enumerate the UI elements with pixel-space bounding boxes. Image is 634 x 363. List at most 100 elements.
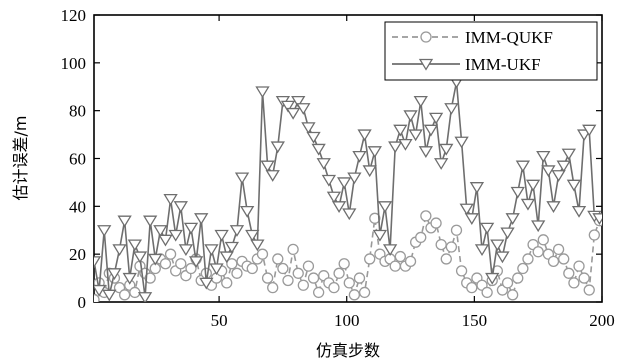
- data-point-imm-qukf: [343, 277, 355, 289]
- data-point-imm-ukf: [388, 141, 403, 154]
- data-point-imm-ukf: [153, 225, 168, 237]
- data-point-imm-ukf: [546, 201, 561, 213]
- data-point-imm-ukf: [342, 208, 357, 221]
- data-point-imm-ukf: [459, 203, 474, 216]
- data-point-imm-qukf: [430, 217, 442, 229]
- data-point-imm-qukf: [118, 289, 131, 301]
- x-tick-label: 200: [589, 311, 615, 330]
- data-point-imm-ukf: [122, 272, 137, 285]
- data-point-imm-ukf: [204, 244, 219, 257]
- data-point-imm-ukf: [326, 191, 342, 204]
- data-point-imm-qukf: [573, 260, 585, 272]
- data-point-imm-ukf: [418, 146, 434, 158]
- y-tick-label: 100: [61, 54, 87, 73]
- data-point-imm-qukf: [420, 210, 432, 222]
- x-tick-label: 150: [462, 311, 488, 330]
- data-point-imm-ukf: [209, 263, 224, 276]
- data-point-imm-qukf: [307, 272, 320, 284]
- data-point-imm-qukf: [389, 260, 401, 272]
- data-point-imm-qukf: [532, 246, 544, 258]
- data-point-imm-ukf: [525, 179, 541, 192]
- data-point-imm-ukf: [301, 122, 316, 135]
- data-point-imm-ukf: [582, 124, 597, 137]
- data-point-imm-ukf: [158, 234, 173, 247]
- data-point-imm-ukf: [163, 194, 178, 206]
- data-point-imm-qukf: [94, 293, 100, 302]
- data-point-imm-ukf: [331, 201, 347, 213]
- data-point-imm-qukf: [583, 284, 595, 296]
- data-point-imm-ukf: [229, 225, 245, 237]
- data-point-imm-ukf: [485, 272, 500, 285]
- data-point-imm-ukf: [112, 244, 127, 257]
- data-point-imm-ukf: [188, 256, 204, 268]
- data-point-imm-ukf: [444, 103, 459, 115]
- data-point-imm-ukf: [372, 229, 388, 242]
- data-point-imm-ukf: [439, 143, 454, 156]
- data-point-imm-ukf: [270, 141, 285, 154]
- data-point-imm-qukf: [563, 267, 575, 279]
- data-point-imm-qukf: [440, 253, 452, 265]
- data-point-imm-ukf: [505, 213, 520, 225]
- data-point-imm-ukf: [536, 150, 551, 163]
- data-point-imm-ukf: [561, 148, 576, 161]
- data-point-imm-ukf: [280, 100, 296, 113]
- data-point-imm-qukf: [455, 265, 468, 277]
- data-point-imm-qukf: [512, 272, 524, 284]
- data-point-imm-ukf: [245, 229, 260, 242]
- data-point-imm-ukf: [398, 138, 413, 151]
- data-point-imm-ukf: [479, 222, 495, 235]
- data-point-imm-ukf: [403, 110, 418, 123]
- data-point-imm-ukf: [337, 177, 352, 190]
- legend-box: [384, 21, 598, 81]
- data-point-imm-ukf: [224, 241, 240, 254]
- data-point-imm-qukf: [144, 272, 156, 284]
- data-point-imm-ukf: [107, 268, 122, 280]
- data-point-imm-ukf: [214, 229, 229, 242]
- data-point-imm-qukf: [246, 262, 258, 275]
- data-point-imm-ukf: [413, 95, 428, 108]
- data-point-imm-qukf: [333, 267, 345, 279]
- data-point-imm-ukf: [148, 253, 163, 266]
- data-point-imm-ukf: [500, 227, 515, 240]
- legend-label-imm-ukf: IMM-UKF: [465, 55, 541, 74]
- data-point-imm-qukf: [159, 258, 172, 270]
- data-point-imm-ukf: [321, 174, 337, 187]
- data-point-imm-qukf: [547, 255, 560, 267]
- y-tick-label: 0: [78, 293, 87, 312]
- data-point-imm-qukf: [369, 212, 381, 224]
- data-point-imm-qukf: [537, 234, 549, 246]
- legend-label-imm-qukf: IMM-QUKF: [465, 28, 553, 47]
- data-point-imm-ukf: [382, 244, 398, 257]
- data-point-imm-qukf: [292, 267, 304, 279]
- data-point-imm-ukf: [551, 170, 566, 182]
- data-point-imm-ukf: [219, 251, 234, 264]
- x-tick-label: 50: [211, 311, 228, 330]
- data-point-imm-qukf: [445, 241, 458, 253]
- data-point-imm-ukf: [94, 284, 107, 297]
- data-point-imm-qukf: [517, 262, 529, 275]
- data-point-imm-ukf: [592, 213, 602, 225]
- data-point-imm-qukf: [312, 286, 325, 299]
- data-point-imm-qukf: [348, 289, 361, 301]
- data-point-imm-ukf: [265, 170, 280, 182]
- series-layer: [94, 76, 602, 302]
- data-point-imm-qukf: [277, 262, 289, 275]
- data-point-imm-qukf: [272, 253, 284, 265]
- data-point-imm-qukf: [568, 277, 580, 289]
- data-point-imm-qukf: [221, 277, 233, 289]
- series-line-imm-ukf: [94, 81, 600, 298]
- data-point-imm-ukf: [515, 160, 531, 173]
- data-point-imm-qukf: [450, 224, 463, 236]
- data-point-imm-qukf: [338, 258, 350, 270]
- data-point-imm-ukf: [510, 186, 525, 199]
- data-point-imm-ukf: [291, 95, 306, 108]
- legend-marker-shape: [420, 31, 432, 43]
- data-point-imm-ukf: [352, 150, 367, 163]
- data-point-imm-qukf: [415, 231, 427, 244]
- data-point-imm-ukf: [367, 146, 382, 158]
- data-point-imm-ukf: [306, 131, 321, 144]
- data-point-imm-ukf: [408, 129, 423, 142]
- data-point-imm-qukf: [394, 250, 406, 263]
- data-point-imm-qukf: [302, 260, 315, 272]
